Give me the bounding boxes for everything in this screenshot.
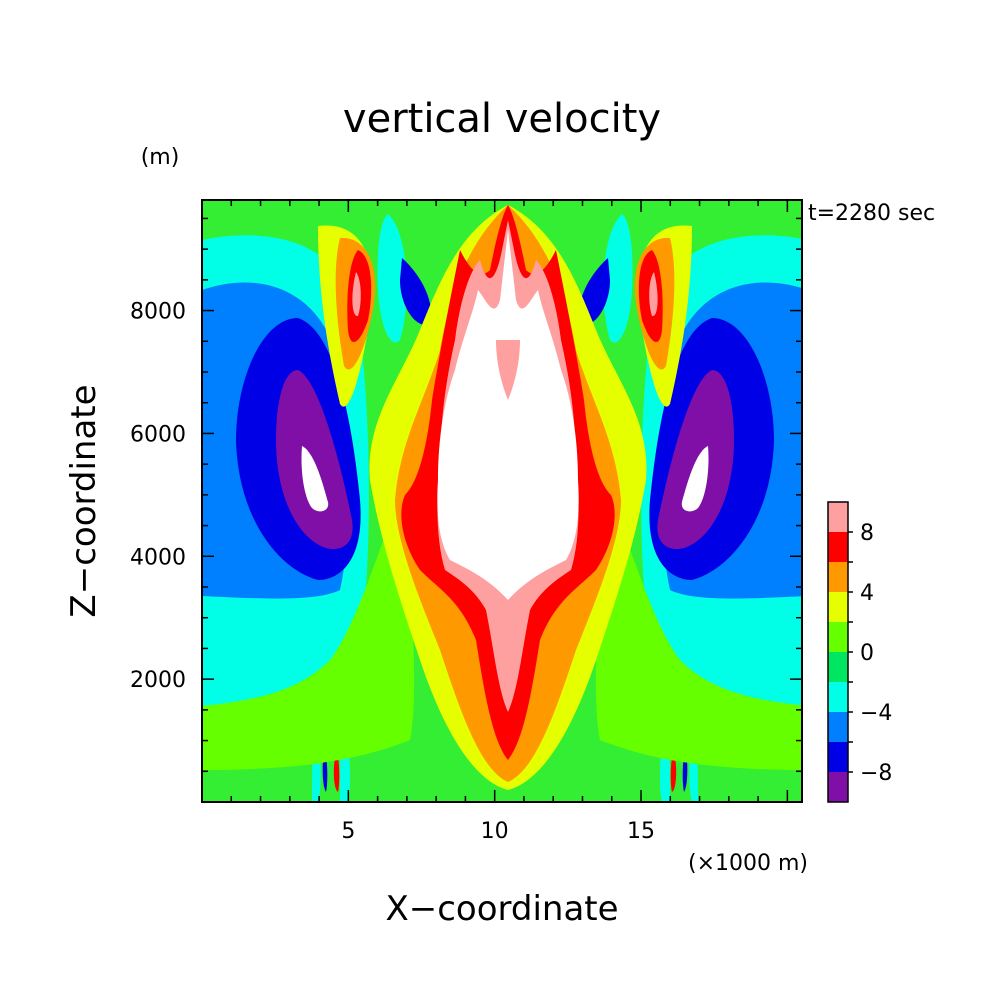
y-tick-label: 4000	[130, 545, 186, 570]
red-lower-spike-right	[670, 752, 677, 792]
purple-lobe-right	[657, 370, 734, 550]
colorbar-swatch	[828, 502, 848, 532]
x-axis-label: X−coordinate	[385, 889, 618, 929]
colorbar-swatch	[828, 532, 848, 562]
red-lower-spike	[333, 752, 340, 792]
plot-frame	[201, 199, 803, 803]
pink-column-right	[649, 272, 658, 317]
y-unit-label: (m)	[141, 145, 180, 170]
white-spot-left	[301, 446, 329, 512]
yellow-low-strip-left	[202, 500, 415, 770]
colorbar-swatch	[828, 682, 848, 712]
x-tick-label: 15	[627, 819, 655, 844]
y-tick-label: 6000	[130, 422, 186, 447]
left-half	[202, 214, 432, 802]
time-label: t=2280 sec	[808, 201, 935, 226]
y-tick-label: 2000	[130, 668, 186, 693]
colorbar-swatch	[828, 592, 848, 622]
colorbar-swatch	[828, 742, 848, 772]
white-spot-right	[681, 446, 709, 512]
yellow-low-strip-right	[595, 500, 802, 770]
x-tick-label: 5	[341, 819, 355, 844]
colorbar: −8 −4 0 4 8	[827, 501, 892, 803]
blue-patch-left	[400, 258, 432, 325]
pink-column-left	[352, 272, 361, 317]
colorbar-tick-label: −4	[860, 701, 892, 726]
colorbar-swatch	[828, 652, 848, 682]
colorbar-tick-label: −8	[860, 761, 892, 786]
x-tick-label: 10	[481, 819, 509, 844]
cyan-column-left	[377, 214, 407, 343]
purple-lobe-left	[276, 370, 353, 550]
cyan-column-right	[603, 214, 633, 343]
colorbar-swatch	[828, 562, 848, 592]
updraft-pink-inner	[496, 340, 520, 400]
colorbar-tick-label: 0	[860, 641, 874, 666]
x-unit-label: (×1000 m)	[688, 851, 808, 876]
colorbar-swatch	[828, 772, 848, 802]
updraft-white-core	[437, 230, 579, 600]
chart-title: vertical velocity	[343, 96, 661, 142]
y-tick-label: 8000	[130, 300, 186, 325]
colorbar-swatch	[828, 622, 848, 652]
colorbar-tick-label: 8	[860, 521, 874, 546]
colorbar-swatch	[828, 712, 848, 742]
y-axis-label: Z−coordinate	[64, 384, 104, 617]
axes: 5 10 15 2000 4000 6000 8000	[130, 200, 802, 844]
contour-field	[202, 200, 802, 802]
colorbar-tick-label: 4	[860, 581, 874, 606]
